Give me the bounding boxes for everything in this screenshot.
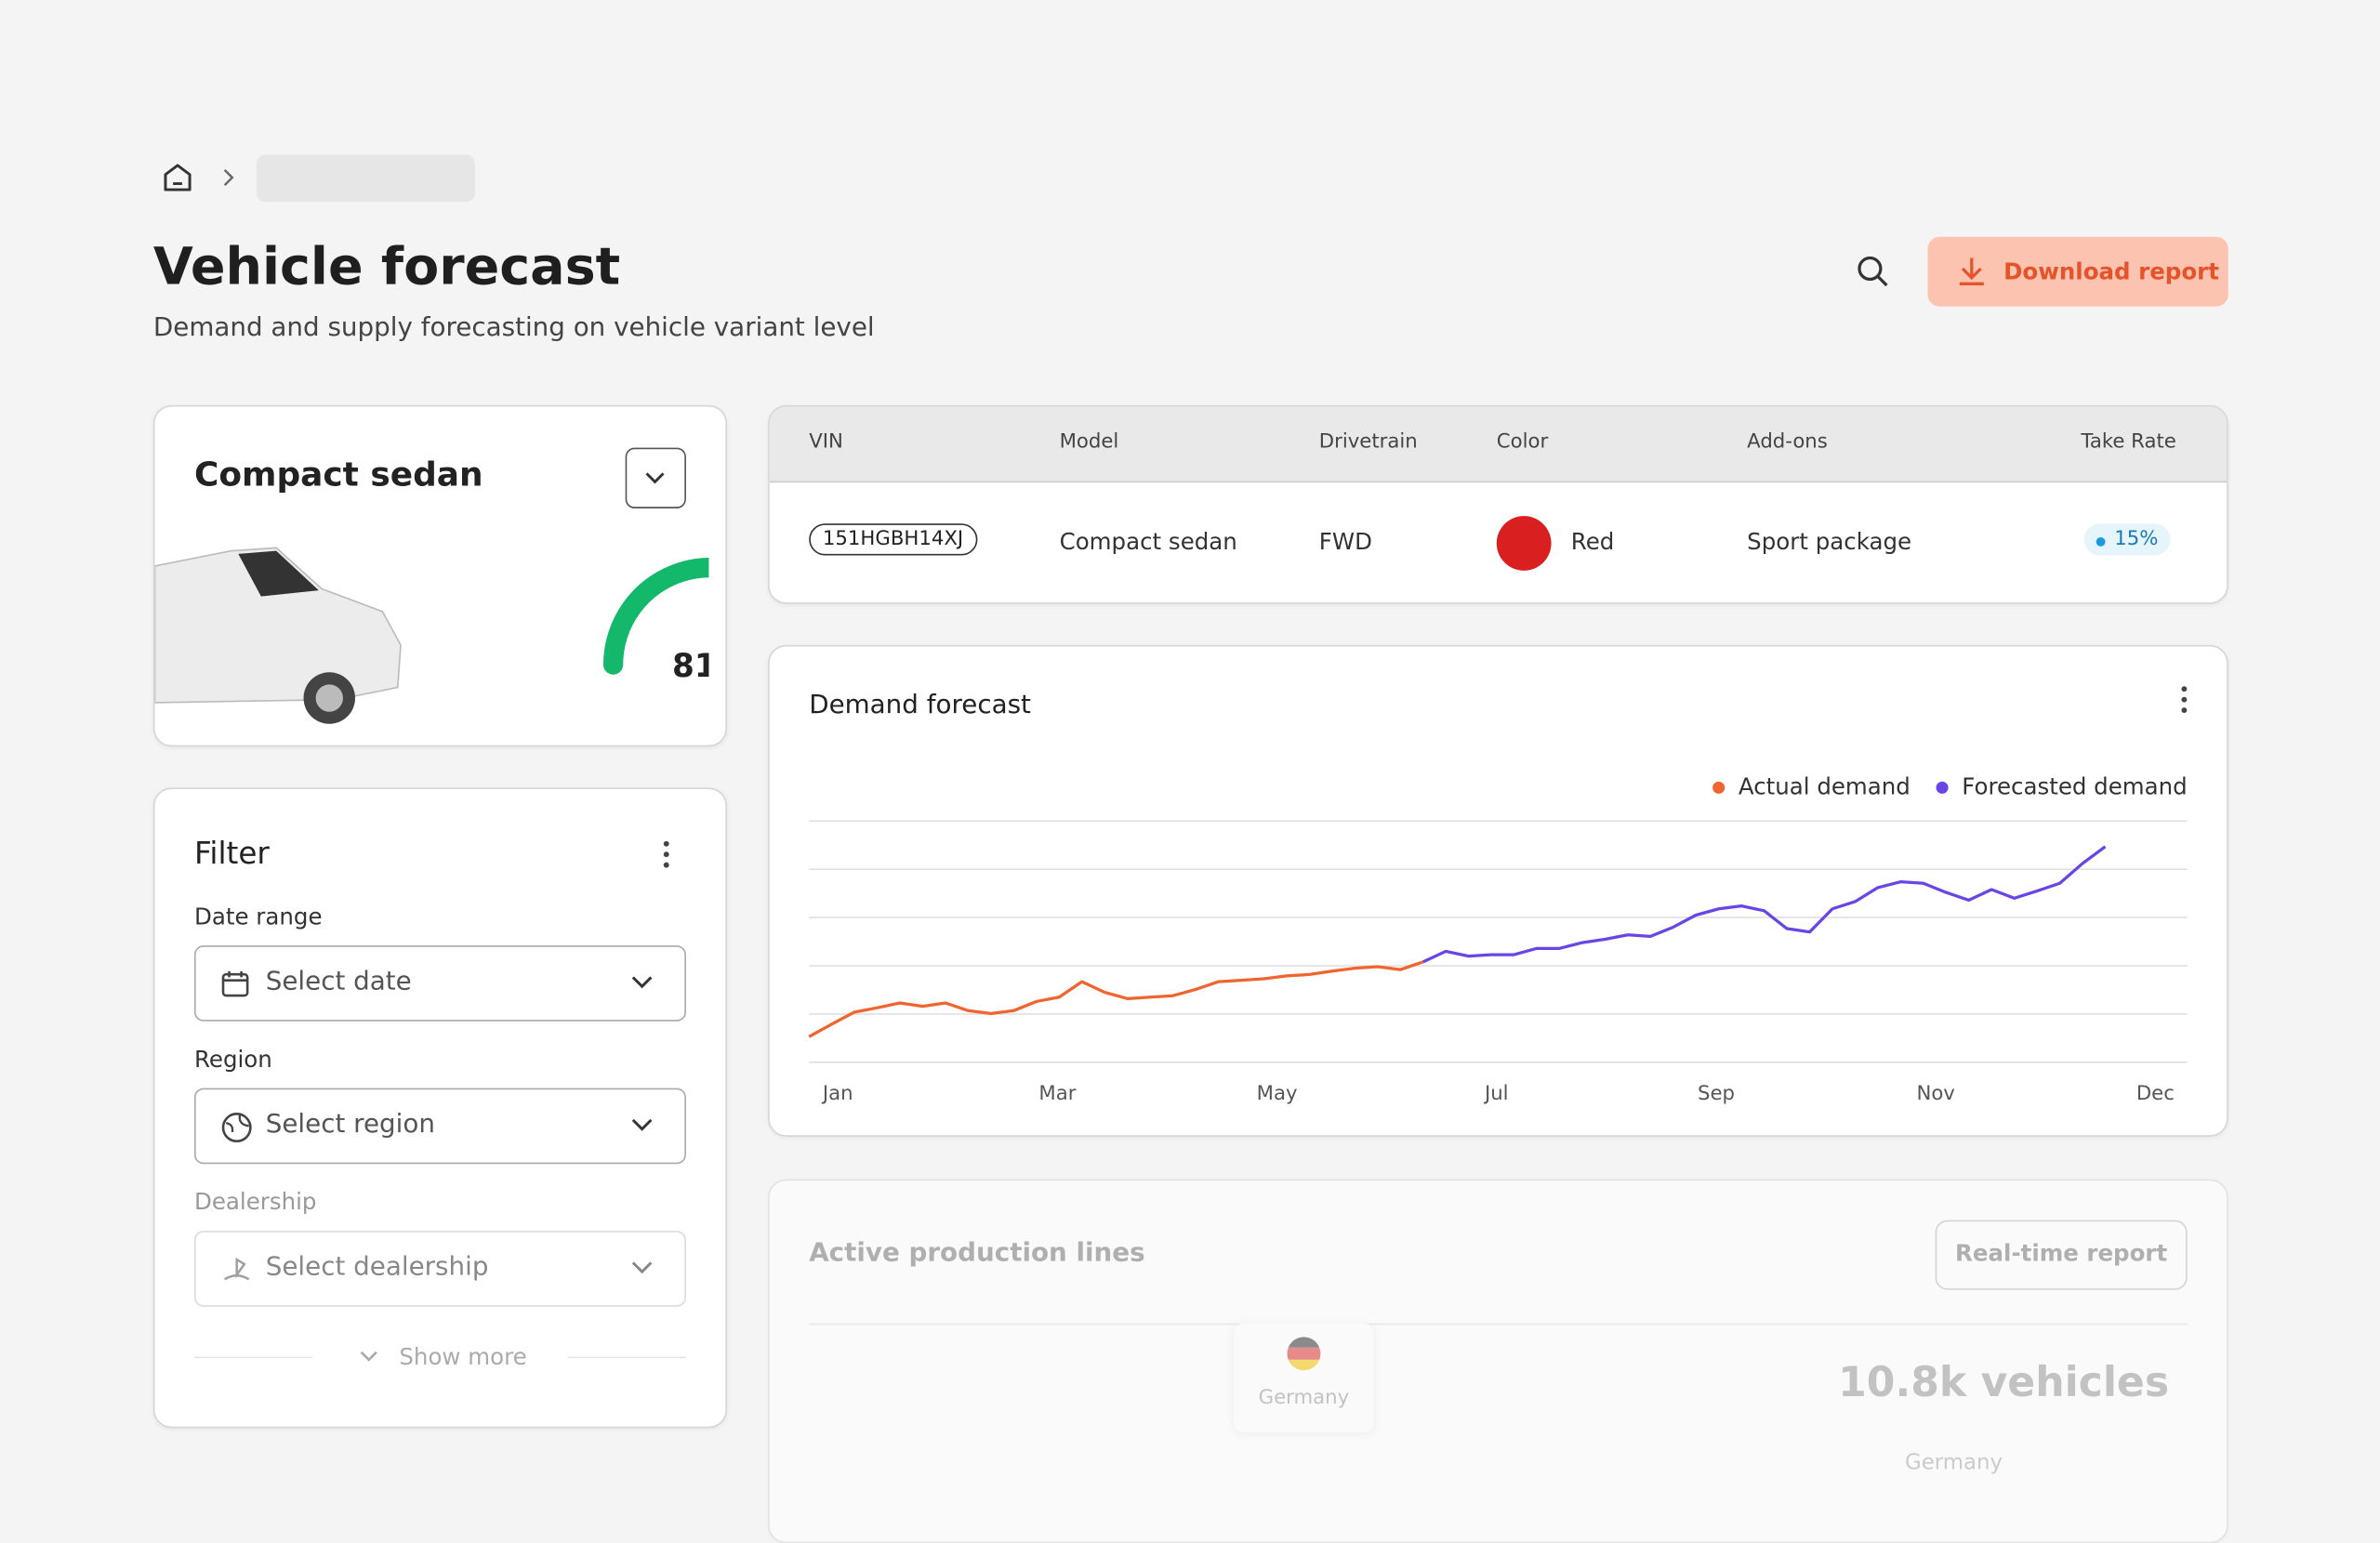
car-image bbox=[154, 547, 402, 724]
x-tick-label: Jul bbox=[1483, 1082, 1509, 1105]
chevron bbox=[223, 168, 234, 187]
take-rate: 15% bbox=[2114, 528, 2159, 551]
chevron bbox=[360, 1351, 377, 1362]
download-button[interactable]: Download report bbox=[1927, 236, 2228, 307]
cell: Sport package bbox=[1747, 528, 1912, 556]
legend-label: Forecasted demand bbox=[1962, 772, 2187, 799]
cell: Compact sedan bbox=[1059, 528, 1237, 556]
gauge: 81% bbox=[602, 558, 709, 685]
legend-label: Germany bbox=[1904, 1450, 2003, 1475]
production-card: Active production lines Real-time report… bbox=[768, 1179, 2228, 1543]
field-label: Dealership bbox=[193, 1188, 317, 1216]
page-subtitle: Demand and supply forecasting on vehicle… bbox=[152, 312, 875, 343]
variant-table: VIN Model Drivetrain Color Add-ons Take … bbox=[768, 404, 2228, 604]
gauge-label: 81% bbox=[672, 648, 708, 685]
field-label: Date range bbox=[193, 903, 323, 930]
divider bbox=[809, 1323, 2188, 1325]
chart-card bbox=[768, 644, 2228, 1137]
vehicle-dropdown[interactable] bbox=[625, 447, 686, 508]
download-label: Download report bbox=[2003, 257, 2219, 285]
table-header bbox=[769, 406, 2228, 483]
filter-card: Filter Date range Select date Region Sel… bbox=[152, 787, 728, 1429]
divider bbox=[193, 1356, 313, 1359]
vehicle-card: Compact sedan 81% bbox=[152, 404, 728, 747]
x-tick-label: Jan bbox=[821, 1082, 853, 1105]
x-tick-label: May bbox=[1257, 1082, 1298, 1105]
download-icon bbox=[1959, 257, 1984, 285]
line-series bbox=[808, 960, 1424, 1038]
chart: Demand forecast Jan Mar May Jul Sep Nov Dec For… bbox=[808, 689, 2188, 1105]
cell: Red bbox=[1570, 528, 1615, 556]
page-title: Vehicle forecast bbox=[152, 236, 621, 297]
column-header: Color bbox=[1496, 430, 1549, 455]
filter-title: Filter bbox=[193, 834, 270, 872]
home-icon[interactable] bbox=[161, 161, 194, 194]
legend-label: Actual demand bbox=[1739, 772, 1911, 799]
date-select[interactable]: Select date bbox=[193, 945, 686, 1022]
more-icon[interactable] bbox=[2176, 683, 2191, 717]
region-select[interactable]: Select region bbox=[193, 1088, 686, 1165]
production-title: Active production lines bbox=[809, 1238, 1145, 1269]
column-header: VIN bbox=[809, 430, 843, 455]
page: Vehicle forecast Demand and supply forec… bbox=[152, 154, 2228, 1543]
select-placeholder: Select region bbox=[265, 1109, 435, 1141]
legend-marker bbox=[1712, 781, 1726, 794]
vin-chip: 151HGBH14XJ bbox=[809, 523, 977, 556]
line-series bbox=[1421, 845, 2107, 964]
x-tick-label: Dec bbox=[2136, 1082, 2175, 1105]
vehicle-title: Compact sedan bbox=[193, 456, 483, 495]
column-header: Take Rate bbox=[2081, 430, 2176, 455]
select-placeholder: Select dealership bbox=[265, 1251, 489, 1283]
dealership-select[interactable]: Select dealership bbox=[193, 1231, 686, 1307]
column-header: Drivetrain bbox=[1318, 430, 1418, 455]
marker-label: Germany bbox=[1258, 1387, 1350, 1410]
show-more[interactable]: Show more bbox=[399, 1342, 527, 1371]
column-header: Model bbox=[1059, 430, 1119, 455]
x-tick-label: Nov bbox=[1916, 1082, 1954, 1105]
column-header: Add-ons bbox=[1747, 430, 1828, 455]
legend-marker bbox=[1936, 781, 1949, 794]
divider bbox=[567, 1356, 686, 1359]
select-placeholder: Select date bbox=[265, 966, 412, 997]
x-tick-label: Mar bbox=[1038, 1082, 1076, 1105]
more-icon[interactable] bbox=[659, 837, 674, 871]
map-marker: Germany bbox=[1234, 1323, 1374, 1433]
gauge-fill bbox=[602, 558, 709, 675]
realtime-button[interactable]: Real-time report bbox=[1935, 1220, 2188, 1290]
breadcrumb-current[interactable] bbox=[256, 154, 476, 203]
cell: FWD bbox=[1318, 528, 1372, 556]
color-swatch bbox=[1496, 516, 1552, 571]
field-label: Region bbox=[193, 1045, 272, 1074]
search-icon[interactable] bbox=[1855, 254, 1891, 290]
vehicle-total: 10.8k vehicles bbox=[1838, 1359, 2170, 1407]
chart-title: Demand forecast bbox=[809, 689, 1031, 719]
take-rate-badge: 15% bbox=[2083, 523, 2171, 556]
x-tick-label: Sep bbox=[1698, 1082, 1735, 1105]
